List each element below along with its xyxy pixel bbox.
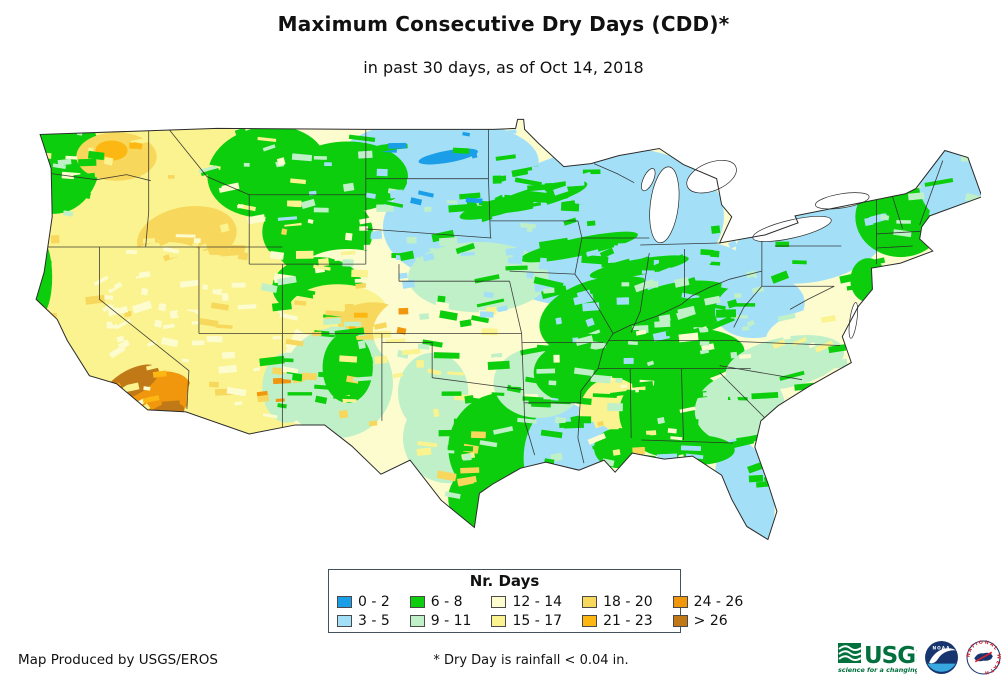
legend-item: 24 - 26 (672, 592, 744, 611)
legend-label: 15 - 17 (512, 612, 563, 629)
legend-item: 15 - 17 (491, 611, 562, 630)
legend-item: 3 - 5 (337, 611, 390, 630)
legend-items: 0 - 2 3 - 5 6 - 8 9 - 11 12 - 14 15 - 17 18 - … (337, 592, 743, 630)
legend-swatch (582, 614, 598, 627)
noaa-wordmark: NOAA (933, 645, 951, 651)
page-title: Maximum Consecutive Dry Days (CDD)* (277, 12, 730, 36)
legend-swatch (491, 595, 507, 608)
legend-item: 9 - 11 (409, 611, 472, 630)
legend-swatch (672, 614, 688, 627)
legend-swatch (337, 614, 352, 627)
legend-swatch (672, 595, 688, 608)
map-credit: Map Produced by USGS/EROS (18, 652, 218, 668)
nws-logo: NATIONAL WEATHER SERVICE (966, 640, 1001, 675)
legend-swatch (337, 595, 352, 608)
usgs-logo: USGS science for a changing world (838, 643, 917, 674)
legend-label: 24 - 26 (693, 593, 744, 610)
legend-swatch (409, 595, 425, 608)
legend-swatch (582, 595, 598, 608)
usgs-tagline: science for a changing world (838, 666, 917, 674)
legend-title: Nr. Days (469, 572, 540, 590)
legend-item: 6 - 8 (409, 592, 472, 611)
legend-label: 21 - 23 (603, 612, 653, 629)
us-map-svg (35, 118, 983, 541)
legend-label: 6 - 8 (430, 593, 463, 610)
legend-item: 18 - 20 (582, 592, 653, 611)
noaa-logo: NOAA (925, 641, 958, 674)
legend-label: 9 - 11 (430, 612, 472, 629)
legend-label: 12 - 14 (512, 593, 563, 610)
legend-item: > 26 (672, 611, 744, 630)
page-subtitle: in past 30 days, as of Oct 14, 2018 (363, 58, 644, 77)
usgs-wordmark: USGS (864, 643, 917, 669)
legend-label: 18 - 20 (603, 593, 653, 610)
dry-day-note: * Dry Day is rainfall < 0.04 in. (433, 653, 629, 668)
map-legend: Nr. Days 0 - 2 3 - 5 6 - 8 9 - 11 12 - 14 15 … (328, 569, 743, 633)
us-cdd-map (16, 116, 983, 564)
legend-item: 0 - 2 (337, 592, 390, 611)
legend-swatch (491, 614, 507, 627)
legend-swatch (409, 614, 425, 627)
legend-label: 0 - 2 (358, 593, 390, 610)
legend-item: 12 - 14 (491, 592, 562, 611)
agency-logos: USGS science for a changing world NOAA N… (837, 640, 1001, 675)
legend-item: 21 - 23 (582, 611, 653, 630)
legend-label: 3 - 5 (358, 612, 390, 629)
legend-label: > 26 (693, 612, 728, 629)
